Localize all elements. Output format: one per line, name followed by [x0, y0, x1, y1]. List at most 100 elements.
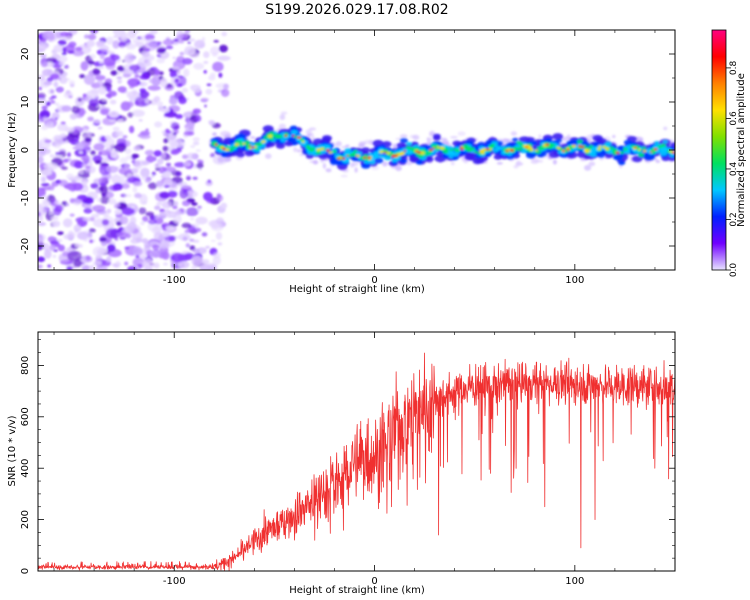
- spectrogram-noise-blob: [85, 165, 91, 169]
- spectrogram-noise-blob: [160, 224, 166, 227]
- spectrogram-y-label: Frequency (Hz): [7, 112, 18, 188]
- spectrogram-noise-blob: [212, 256, 221, 265]
- spectrogram-noise-blob: [192, 141, 200, 146]
- spectrogram-signal-blob: [211, 140, 218, 145]
- spectrogram-noise-blob: [38, 74, 46, 81]
- spectrogram-noise-blob: [215, 217, 225, 225]
- spectrogram-noise-blob: [179, 75, 187, 86]
- spectrogram-signal-blob: [473, 150, 479, 154]
- spectrogram-signal-blob: [577, 146, 583, 150]
- spectrogram-halo-blob: [510, 131, 517, 137]
- spectrogram-signal-blob: [504, 151, 510, 155]
- spectrogram-signal-blob: [632, 155, 643, 163]
- spectrogram-halo-blob: [341, 146, 348, 149]
- spectrogram-signal-blob: [552, 133, 564, 140]
- spectrogram-noise-blob: [187, 41, 191, 45]
- spectrogram-noise-blob: [196, 247, 207, 255]
- spectrogram-noise-blob: [85, 216, 95, 222]
- spectrogram-signal-blob: [618, 160, 626, 166]
- spectrogram-noise-blob: [115, 260, 121, 266]
- spectrogram-halo-blob: [392, 143, 396, 148]
- spectrogram-signal-blob: [214, 143, 218, 146]
- spectrogram-noise-blob: [53, 135, 63, 140]
- spectrogram-halo-blob: [501, 142, 507, 146]
- spectrogram-noise-blob: [192, 88, 201, 93]
- spectrogram-noise-blob: [64, 140, 69, 144]
- spectrogram-noise-blob: [71, 126, 84, 133]
- spectrogram-signal-blob: [656, 148, 665, 154]
- spectrogram-noise-blob: [174, 162, 186, 168]
- spectrogram-noise-blob: [99, 53, 105, 60]
- spectrogram-noise-blob: [164, 111, 178, 118]
- spectrogram-noise-blob: [161, 107, 171, 113]
- spectrogram-noise-blob: [153, 150, 162, 157]
- spectrogram-noise-blob: [105, 93, 112, 98]
- spectrogram-signal-blob: [291, 134, 295, 137]
- spectrogram-noise-blob: [140, 167, 150, 178]
- spectrogram-signal-blob: [545, 143, 550, 146]
- spectrogram-noise-blob: [203, 191, 213, 201]
- spectrogram-signal-blob: [322, 135, 332, 142]
- spectrogram-noise-blob: [46, 120, 52, 125]
- spectrogram-signal-blob: [556, 146, 561, 149]
- spectrogram-noise-blob: [144, 99, 150, 104]
- spectrogram-noise-blob: [110, 99, 117, 105]
- spectrogram-noise-blob: [57, 39, 67, 46]
- spectrogram-noise-blob: [106, 255, 112, 263]
- spectrogram-noise-blob: [170, 141, 179, 148]
- spectrogram-noise-blob: [163, 262, 168, 266]
- spectrogram-signal-blob: [609, 146, 614, 150]
- spectrogram-noise-blob: [190, 145, 196, 148]
- spectrogram-signal-blob: [649, 151, 653, 153]
- spectrogram-noise-blob: [186, 152, 197, 160]
- spectrogram-signal-blob: [386, 151, 391, 155]
- spectrogram-noise-blob: [213, 40, 219, 43]
- spectrogram-signal-blob: [605, 147, 609, 150]
- spectrogram-signal-blob: [423, 153, 429, 156]
- spectrogram-halo-blob: [299, 153, 305, 156]
- spectrogram-noise-blob: [61, 180, 68, 186]
- spectrogram-signal-blob: [547, 142, 553, 147]
- spectrogram-noise-blob: [116, 76, 123, 80]
- spectrogram-x-label: Height of straight line (km): [289, 284, 425, 295]
- spectrogram-signal-blob: [287, 139, 294, 143]
- spectrogram-noise-blob: [68, 185, 74, 190]
- spectrogram-signal-blob: [236, 152, 245, 158]
- spectrogram-noise-blob: [40, 176, 47, 183]
- snr-x-tick-label: 100: [565, 576, 584, 587]
- spectrogram-noise-blob: [173, 38, 179, 42]
- spectrogram-noise-blob: [132, 38, 139, 44]
- snr-panel: -100 0 100 0 200 400 600 800 Height of straigh…: [7, 331, 676, 596]
- spectrogram-noise-blob: [49, 210, 54, 215]
- spectrogram-noise-blob: [172, 66, 180, 70]
- colorbar-gradient: [711, 29, 727, 271]
- snr-y-tick-label: 600: [20, 407, 31, 426]
- spectrogram-noise-blob: [184, 229, 190, 234]
- spectrogram-noise-blob: [160, 77, 168, 88]
- spectrogram-noise-blob: [120, 32, 128, 41]
- spectrogram-signal-blob: [379, 154, 386, 158]
- spectrogram-noise-blob: [203, 51, 210, 59]
- spectrogram-noise-blob: [220, 202, 228, 209]
- spectrogram-halo-blob: [278, 123, 286, 130]
- spectrogram-signal-blob: [523, 144, 527, 147]
- spectrogram-signal-blob: [672, 151, 675, 154]
- spectrogram-signal-blob: [545, 137, 552, 142]
- spectrogram-noise-blob: [96, 197, 102, 202]
- spectrogram-noise-blob: [138, 207, 147, 215]
- spectrogram-noise-blob: [71, 105, 81, 114]
- spectrogram-noise-blob: [134, 74, 140, 79]
- spectrogram-noise-blob: [156, 58, 165, 64]
- spectrogram-noise-blob: [165, 210, 177, 218]
- spectrogram-signal-blob: [432, 147, 436, 149]
- spectrogram-noise-blob: [154, 69, 160, 76]
- spectrogram-noise-blob: [192, 239, 200, 243]
- spectrogram-noise-blob: [116, 71, 121, 76]
- spectrogram-signal-blob: [406, 142, 413, 146]
- spectrogram-halo-blob: [308, 127, 317, 131]
- spectrogram-noise-blob: [57, 244, 65, 252]
- spectrogram-noise-blob: [86, 131, 92, 137]
- spectrogram-noise-blob: [124, 54, 135, 64]
- spectrogram-noise-blob: [154, 214, 159, 220]
- spectrogram-noise-blob: [146, 61, 153, 67]
